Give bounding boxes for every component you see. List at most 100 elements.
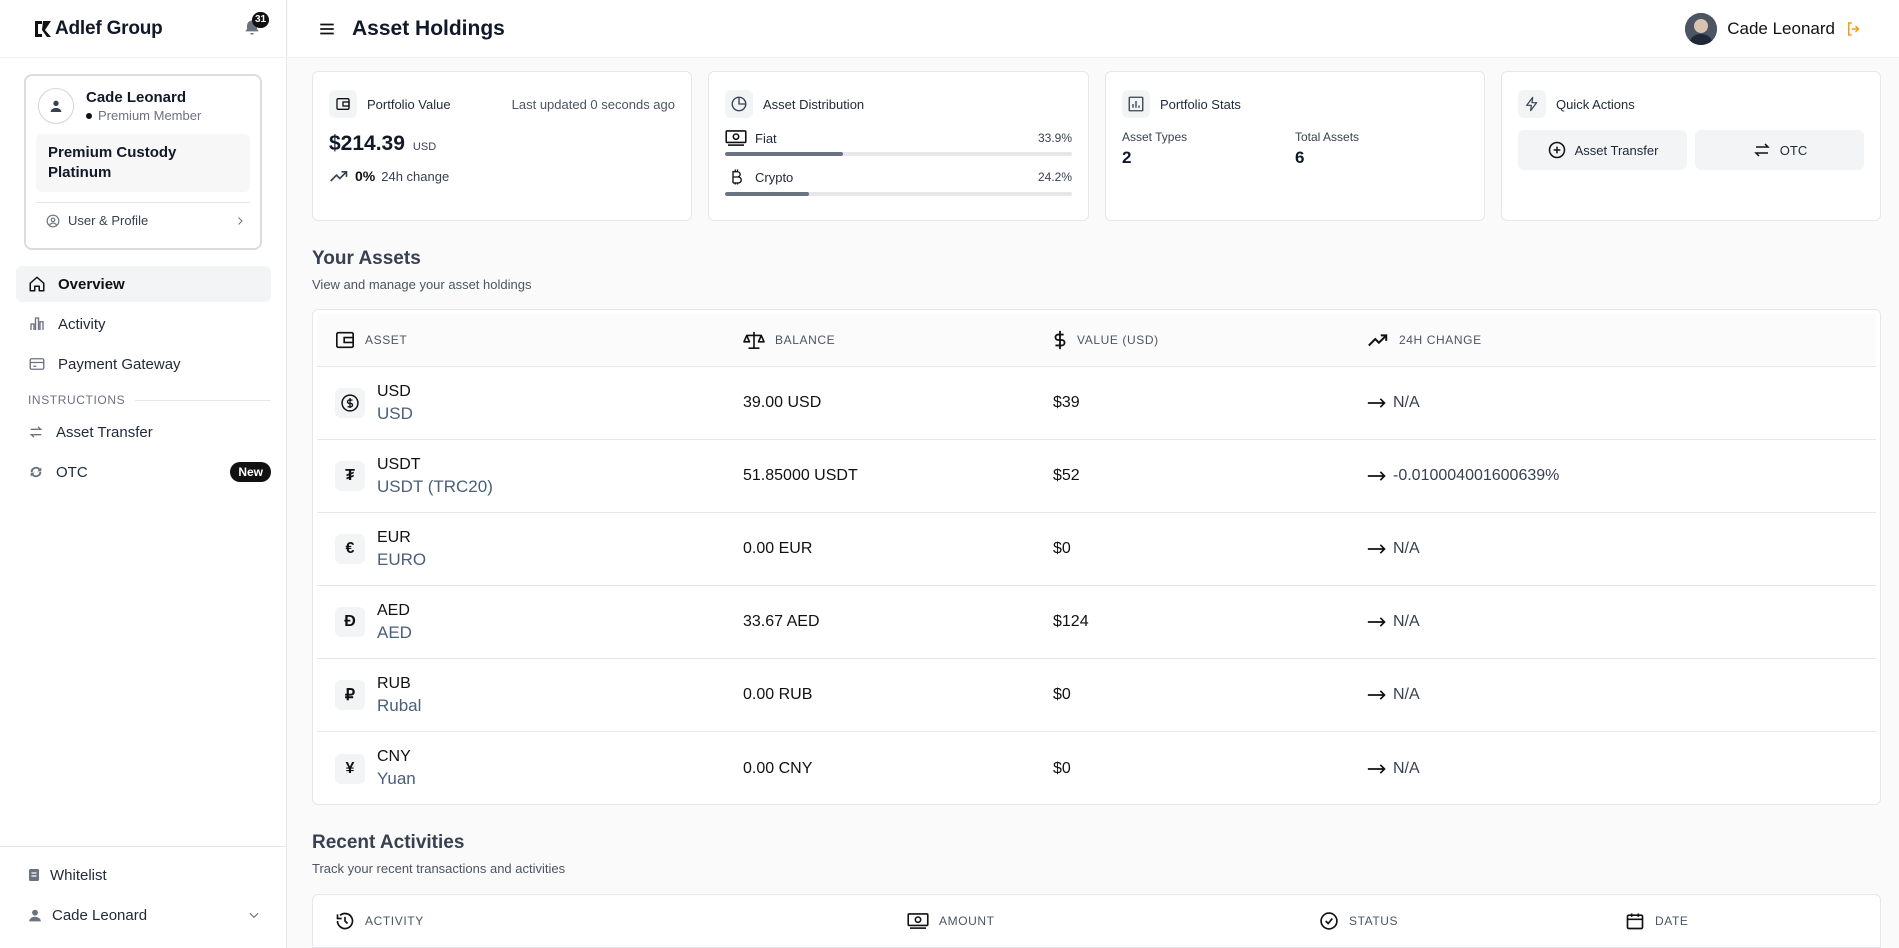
user-card: Cade Leonard Premium Member Premium Cust… — [24, 74, 262, 250]
wallet-icon — [336, 331, 354, 349]
asset-name: EURO — [377, 549, 427, 569]
last-updated-text: Last updated 0 seconds ago — [511, 96, 675, 112]
button-label: Asset Transfer — [1574, 142, 1659, 158]
asset-value: $0 — [1053, 540, 1071, 557]
bar-chart-icon — [30, 317, 44, 330]
distribution-row-crypto: Crypto 24.2% — [709, 168, 1088, 196]
table-row[interactable]: USD USD 39.00 USD $39 N/A — [317, 367, 1876, 440]
avatar[interactable] — [1685, 12, 1718, 45]
asset-transfer-button[interactable]: Asset Transfer — [1518, 130, 1687, 170]
dollar-icon — [1054, 330, 1066, 350]
stat-label: Asset Types — [1122, 130, 1188, 144]
column-header-date[interactable]: DATE — [1625, 911, 1880, 931]
chevron-right-icon — [238, 216, 243, 225]
asset-value: $0 — [1053, 686, 1071, 703]
arrow-right-icon — [1367, 617, 1386, 627]
column-header-activity[interactable]: ACTIVITY — [313, 911, 907, 931]
brand-logo[interactable]: Adlef Group — [33, 18, 163, 40]
nav-item-label: OTC — [56, 463, 88, 481]
stat-value: 2 — [1122, 148, 1132, 167]
divider — [36, 202, 250, 203]
column-header-amount[interactable]: AMOUNT — [907, 913, 1319, 929]
sidebar-footer: Whitelist Cade Leonard — [0, 846, 287, 935]
membership-status: Premium Member — [86, 108, 201, 123]
bitcoin-icon — [732, 169, 742, 185]
profile-photo-icon — [1685, 12, 1718, 45]
table-row[interactable]: ₮ USDT USDT (TRC20) 51.85000 USDT $52 -0… — [317, 440, 1876, 513]
plus-circle-icon — [1548, 141, 1565, 159]
column-label: VALUE (USD) — [1077, 333, 1159, 347]
portfolio-amount: $214.39 — [329, 132, 405, 155]
portfolio-stats-card: Portfolio Stats Asset Types 2 Total Asse… — [1105, 71, 1485, 221]
dollar-circle-icon — [335, 388, 365, 418]
distribution-label: Fiat — [755, 130, 777, 146]
euro-icon: € — [335, 534, 365, 564]
plan-name: Premium Custody Platinum — [36, 134, 250, 192]
column-label: ACTIVITY — [365, 914, 424, 928]
portfolio-currency: USD — [412, 141, 437, 153]
column-label: AMOUNT — [939, 914, 995, 928]
brand-bar: Adlef Group 31 — [0, 0, 286, 58]
top-bar: Asset Holdings Cade Leonard — [288, 0, 1899, 58]
column-header-value[interactable]: VALUE (USD) — [1041, 330, 1359, 350]
user-icon — [29, 909, 41, 922]
asset-value: $0 — [1053, 759, 1071, 777]
stat-value: 6 — [1295, 148, 1305, 167]
table-row[interactable]: ₽ RUB Rubal 0.00 RUB $0 N/A — [317, 659, 1876, 732]
asset-balance: 39.00 USD — [743, 394, 822, 411]
arrow-right-icon — [1367, 398, 1386, 408]
nav-item-asset-transfer[interactable]: Asset Transfer — [16, 412, 271, 452]
asset-change: N/A — [1393, 394, 1420, 411]
user-icon — [50, 100, 62, 112]
trending-up-icon — [330, 171, 348, 182]
scale-icon — [743, 331, 765, 349]
distribution-percent: 33.9% — [1037, 131, 1072, 145]
sidebar: Adlef Group 31 Cade Leonard Premium Memb… — [0, 0, 287, 948]
progress-track — [725, 152, 1072, 156]
swap-icon — [1753, 143, 1770, 157]
card-title: Portfolio Value — [367, 96, 451, 112]
menu-icon[interactable] — [318, 20, 336, 38]
table-row[interactable]: ¥ CNY Yuan 0.00 CNY $0 N/A — [317, 732, 1876, 805]
table-header: ASSET BALANCE VALUE (USD) 24H CHANGE — [317, 314, 1876, 367]
history-icon — [336, 912, 354, 930]
activities-table-header: ACTIVITY AMOUNT STATUS DATE — [312, 894, 1881, 948]
brand-logo-icon — [35, 20, 51, 37]
column-header-status[interactable]: STATUS — [1319, 911, 1625, 931]
progress-fill — [725, 152, 843, 156]
logout-icon[interactable] — [1845, 20, 1863, 38]
nav-item-otc[interactable]: OTC New — [16, 452, 271, 492]
tether-icon: ₮ — [335, 461, 365, 491]
divider — [135, 399, 271, 401]
change-percent: 0% — [355, 168, 376, 184]
card-title: Portfolio Stats — [1160, 96, 1241, 112]
column-header-24h-change[interactable]: 24H CHANGE — [1359, 332, 1876, 348]
table-row[interactable]: Đ AED AED 33.67 AED $124 N/A — [317, 586, 1876, 659]
nav-item-activity[interactable]: Activity — [16, 306, 271, 342]
asset-balance: 0.00 RUB — [743, 686, 813, 703]
nav-item-overview[interactable]: Overview — [16, 266, 271, 302]
calendar-icon — [1626, 913, 1644, 930]
nav-item-whitelist[interactable]: Whitelist — [0, 855, 287, 895]
user-card-name: Cade Leonard — [86, 89, 187, 106]
home-icon — [29, 276, 45, 292]
account-menu[interactable]: Cade Leonard — [0, 895, 287, 935]
table-row[interactable]: € EUR EURO 0.00 EUR $0 N/A — [317, 513, 1876, 586]
status-dot-icon — [86, 112, 92, 119]
column-header-asset[interactable]: ASSET — [317, 331, 723, 349]
otc-button[interactable]: OTC — [1695, 130, 1864, 170]
asset-change: -0.010004001600639% — [1393, 467, 1560, 484]
asset-change: N/A — [1393, 613, 1420, 630]
nav-item-label: Activity — [58, 315, 106, 333]
header-user-name[interactable]: Cade Leonard — [1727, 18, 1835, 38]
nav-item-label: Overview — [58, 275, 125, 293]
credit-card-icon — [29, 358, 45, 370]
column-header-balance[interactable]: BALANCE — [723, 330, 1041, 350]
nav-item-payment-gateway[interactable]: Payment Gateway — [16, 346, 271, 382]
progress-track — [725, 192, 1072, 196]
user-profile-link[interactable]: User & Profile — [26, 203, 260, 228]
ruble-icon: ₽ — [335, 680, 365, 710]
column-label: 24H CHANGE — [1399, 333, 1482, 347]
notifications-button[interactable]: 31 — [242, 11, 270, 40]
column-label: STATUS — [1349, 914, 1399, 928]
